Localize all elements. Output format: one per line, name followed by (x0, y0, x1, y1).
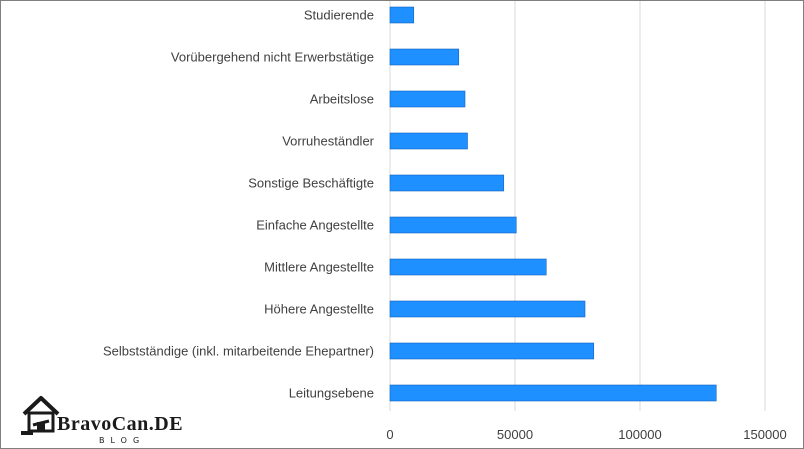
category-label-1: Studierende (304, 8, 374, 23)
x-tick-label-2: 100000 (618, 427, 661, 442)
category-label-9: Selbstständige (inkl. mitarbeitende Ehep… (103, 344, 374, 359)
bar-10 (389, 384, 717, 402)
category-label-4: Vorruheständler (282, 134, 374, 149)
x-tick-label-3: 150000 (743, 427, 786, 442)
house-logo-icon (21, 396, 60, 435)
x-tick-label-1: 50000 (497, 427, 533, 442)
category-label-5: Sonstige Beschäftigte (248, 176, 374, 191)
bar-2 (389, 48, 460, 66)
bar-4 (389, 132, 468, 150)
bar-8 (389, 300, 586, 318)
brand-title: BravoCan.DE (57, 413, 184, 435)
bar-5 (389, 174, 505, 192)
brand-subtitle: BLOG (99, 436, 146, 445)
x-tick-label-0: 0 (386, 427, 393, 442)
category-label-3: Arbeitslose (310, 92, 374, 107)
category-label-8: Höhere Angestellte (264, 302, 374, 317)
category-label-2: Vorübergehend nicht Erwerbstätige (171, 50, 374, 65)
bar-6 (389, 216, 517, 234)
bar-3 (389, 90, 466, 108)
bar-7 (389, 258, 547, 276)
brand-watermark: BravoCan.DE BLOG (21, 394, 191, 446)
category-label-10: Leitungsebene (289, 386, 374, 401)
bar-9 (389, 342, 595, 360)
bar-1 (389, 6, 415, 24)
category-label-6: Einfache Angestellte (256, 218, 374, 233)
category-label-7: Mittlere Angestellte (264, 260, 374, 275)
